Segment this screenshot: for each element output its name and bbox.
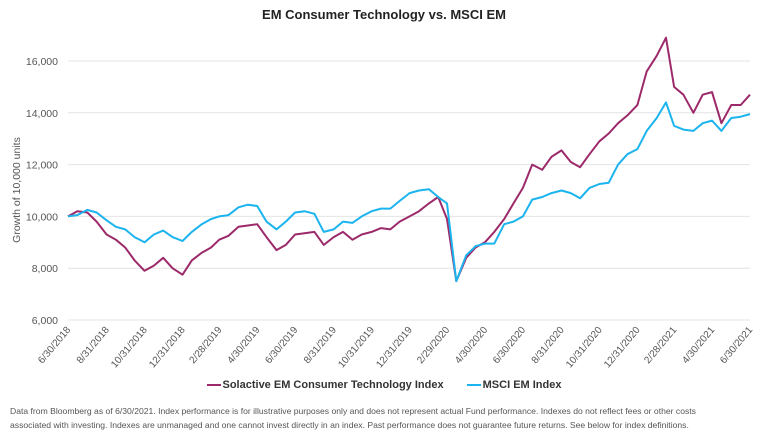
x-tick-label: 10/31/2018 <box>109 325 150 371</box>
x-tick-label: 10/31/2019 <box>336 325 377 371</box>
x-tick-label: 8/31/2018 <box>75 325 112 366</box>
footnote-line: Data from Bloomberg as of 6/30/2021. Ind… <box>10 406 696 416</box>
x-tick-label: 2/29/2020 <box>415 325 452 366</box>
y-tick-label: 16,000 <box>26 56 58 68</box>
legend-label: MSCI EM Index <box>482 379 562 391</box>
y-tick-label: 6,000 <box>32 315 58 327</box>
legend-item-msci: MSCI EM Index <box>466 379 562 391</box>
legend-swatch <box>466 384 481 386</box>
x-tick-label: 10/31/2020 <box>564 325 605 371</box>
y-axis-label: Growth of 10,000 units <box>11 137 23 243</box>
legend-item-solactive: Solactive EM Consumer Technology Index <box>206 379 444 391</box>
x-tick-label: 2/28/2019 <box>187 325 224 366</box>
x-tick-label: 8/31/2020 <box>530 325 567 366</box>
footnote-line: associated with investing. Indexes are u… <box>10 420 689 430</box>
x-tick-label: 6/30/2021 <box>718 325 755 366</box>
y-tick-label: 14,000 <box>26 108 58 120</box>
series-line-msci <box>67 101 751 283</box>
footnote: Data from Bloomberg as of 6/30/2021. Ind… <box>10 404 765 432</box>
x-tick-label: 12/31/2020 <box>602 325 643 371</box>
x-tick-label: 4/30/2021 <box>680 325 717 366</box>
y-tick-label: 8,000 <box>32 263 58 275</box>
legend-swatch <box>206 384 221 386</box>
x-tick-label: 4/30/2019 <box>225 325 262 366</box>
x-tick-label: 12/31/2019 <box>374 325 415 371</box>
line-chart: 6,000 8,000 10,000 12,000 14,000 16,000 Growth… <box>11 36 756 371</box>
legend-label: Solactive EM Consumer Technology Index <box>222 379 444 391</box>
x-tick-label: 4/30/2020 <box>453 325 490 366</box>
x-tick-label: 6/30/2020 <box>491 325 528 366</box>
x-tick-label: 2/28/2021 <box>642 325 679 366</box>
x-tick-label: 12/31/2018 <box>147 325 188 371</box>
chart-title: EM Consumer Technology vs. MSCI EM <box>262 7 506 22</box>
x-tick-label: 8/31/2019 <box>302 325 339 366</box>
y-tick-label: 10,000 <box>26 211 58 223</box>
legend: Solactive EM Consumer Technology Index M… <box>0 377 768 391</box>
series-line-solactive <box>67 36 751 283</box>
y-tick-label: 12,000 <box>26 160 58 172</box>
x-tick-label: 6/30/2018 <box>36 325 73 366</box>
x-tick-label: 6/30/2019 <box>263 325 300 366</box>
